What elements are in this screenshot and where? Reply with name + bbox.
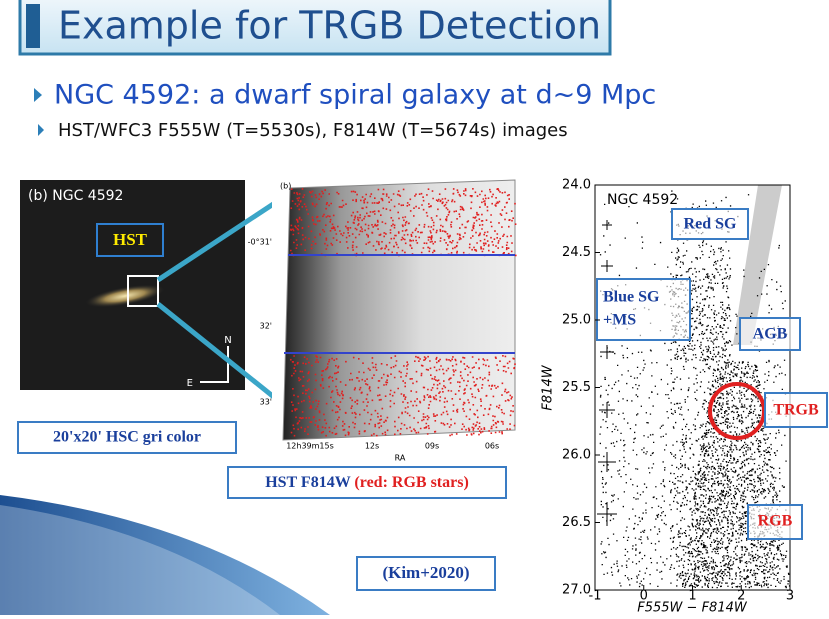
annotation: TRGB <box>773 402 819 419</box>
bullet-icon <box>34 88 42 102</box>
y-tick-label: 26.0 <box>562 448 591 463</box>
x-tick-label: 3 <box>786 589 794 604</box>
annotation: +MS <box>603 312 636 329</box>
title: Example for TRGB Detection <box>58 4 601 48</box>
caption-main: HST F814W <box>265 474 351 491</box>
hst-box <box>96 223 164 257</box>
x-axis-label: F555W − F814W <box>637 601 748 616</box>
cmd-stars <box>599 190 791 589</box>
annotation-box <box>747 504 803 540</box>
error-bars <box>597 220 617 526</box>
title-box <box>18 0 612 56</box>
x-tick-label: 09s <box>425 442 439 451</box>
caption-box <box>17 421 237 454</box>
x-tick-label: 1 <box>688 589 696 604</box>
y-tick-label: 33' <box>260 398 272 407</box>
galaxy <box>85 284 165 308</box>
cmd-plot: NGC 4592 Red SG Blue SG +MS AGB TRGB RGB… <box>541 178 828 616</box>
zoom-line <box>156 190 292 283</box>
hst-label: HST <box>113 230 148 249</box>
caption: HST F814W (red: RGB stars) <box>265 474 469 491</box>
bullet-icon <box>38 124 44 136</box>
x-tick-label: 0 <box>640 589 648 604</box>
annotation: Blue SG <box>603 289 660 306</box>
panel-label: (b) <box>280 182 291 191</box>
y-tick-label: 32' <box>260 322 272 331</box>
bullet: NGC 4592: a dwarf spiral galaxy at d~9 M… <box>54 80 656 111</box>
y-axis-label: F814W <box>541 364 556 410</box>
y-tick-label: 25.5 <box>562 380 591 395</box>
y-tick-label: 26.5 <box>562 515 591 530</box>
citation-box <box>356 556 496 591</box>
decoration <box>0 495 330 615</box>
bullet: HST/WFC3 F555W (T=5530s), F814W (T=5674s… <box>58 120 568 141</box>
caption-box <box>227 466 507 499</box>
y-tick-label: -0°31' <box>248 238 272 247</box>
isochrone-band <box>733 185 782 345</box>
citation: (Kim+2020) <box>382 563 469 582</box>
annotation: AGB <box>753 326 788 343</box>
y-tick-label: 24.0 <box>562 178 591 193</box>
x-tick-label: 12h39m15s <box>286 442 334 451</box>
title-accent <box>26 4 40 48</box>
annotation: Red SG <box>684 216 737 233</box>
trgb-circle <box>708 382 766 440</box>
caption-note: (red: RGB stars) <box>354 474 468 491</box>
annotation-box <box>764 392 828 428</box>
x-tick-label: 12s <box>365 442 379 451</box>
y-tick-label: 27.0 <box>562 583 591 598</box>
annotation-box <box>739 317 801 351</box>
hst-footprint <box>127 275 159 307</box>
decoration <box>0 505 280 615</box>
north: N <box>224 335 231 346</box>
galaxy-image <box>20 180 245 390</box>
caption: 20'x20' HSC gri color <box>53 429 201 446</box>
x-tick-label: -1 <box>589 589 602 604</box>
annotation-box <box>596 278 691 341</box>
east: E <box>187 378 193 389</box>
zoom-line <box>156 302 292 412</box>
cmd-label: NGC 4592 <box>607 192 678 208</box>
x-tick-label: 2 <box>737 589 745 604</box>
annotation: RGB <box>758 513 793 530</box>
annotation-box <box>671 208 749 240</box>
x-axis-label: RA <box>395 454 406 463</box>
y-tick-label: 24.5 <box>562 245 591 260</box>
image-label: (b) NGC 4592 <box>28 188 123 204</box>
y-tick-label: 25.0 <box>562 313 591 328</box>
x-tick-label: 06s <box>485 442 499 451</box>
